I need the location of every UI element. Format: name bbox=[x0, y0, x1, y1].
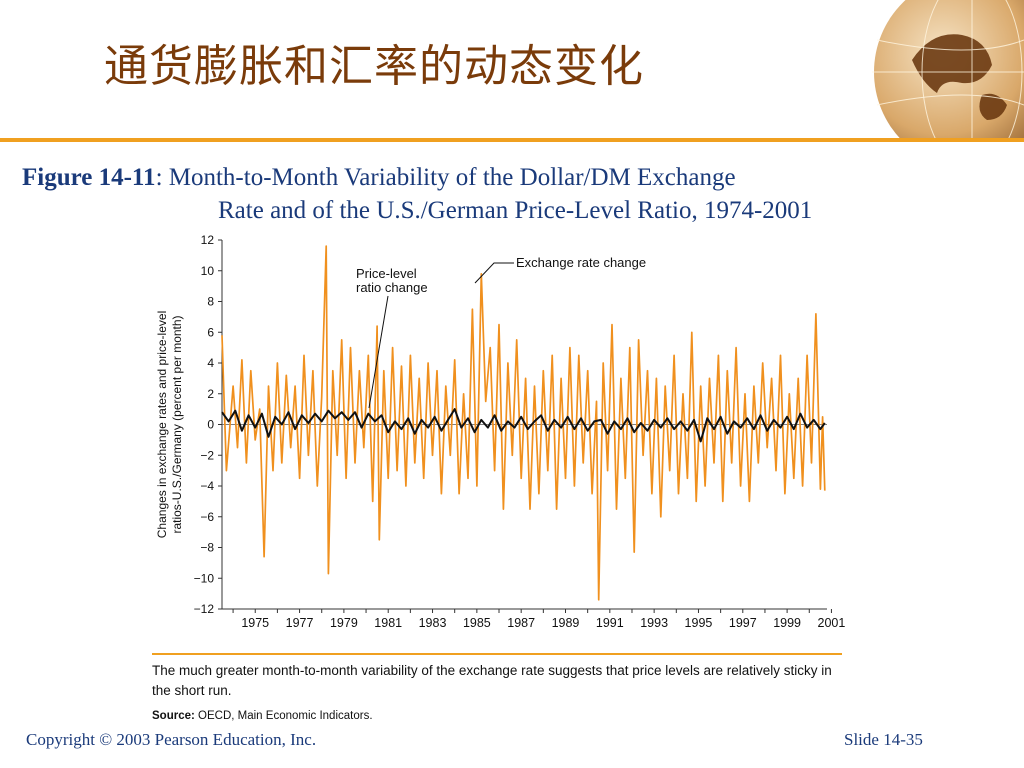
price-level-annotation: Price-level bbox=[356, 266, 417, 281]
y-tick-label: −4 bbox=[200, 479, 214, 493]
y-tick-labels: 12 10 8 6 4 2 0 −2 −4 −6 −8 −10 −12 bbox=[194, 233, 222, 616]
x-tick-labels: 1975 1977 1979 1981 1983 1985 1987 1989 1991 1993… bbox=[232, 609, 846, 630]
y-tick-label: 12 bbox=[201, 233, 215, 247]
source-label: Source: bbox=[152, 710, 195, 722]
caption-line-2: Rate and of the U.S./German Price-Level … bbox=[218, 197, 813, 224]
figure-note: The much greater month-to-month variabil… bbox=[152, 653, 842, 701]
x-tick-label: 1989 bbox=[552, 616, 580, 630]
y-axis-title-line: ratios-U.S./Germany (percent per month) bbox=[170, 315, 184, 533]
slide-title: 通货膨胀和汇率的动态变化 bbox=[104, 41, 644, 92]
price-annotation-leader bbox=[368, 295, 389, 409]
price-level-annotation: ratio change bbox=[356, 280, 428, 295]
title-divider bbox=[0, 138, 1024, 142]
series-lines bbox=[221, 245, 826, 601]
x-tick-label: 2001 bbox=[818, 616, 846, 630]
y-tick-label: 6 bbox=[207, 325, 214, 339]
x-tick-label: 1993 bbox=[640, 616, 668, 630]
x-tick-label: 1995 bbox=[685, 616, 713, 630]
x-tick-label: 1999 bbox=[773, 616, 801, 630]
y-tick-label: −8 bbox=[200, 541, 214, 555]
y-tick-label: −10 bbox=[194, 571, 215, 585]
slide-number: Slide 14-35 bbox=[844, 730, 923, 749]
x-tick-label: 1979 bbox=[330, 616, 358, 630]
x-tick-label: 1997 bbox=[729, 616, 757, 630]
x-tick-label: 1985 bbox=[463, 616, 491, 630]
figure-label: Figure 14-11 bbox=[22, 164, 156, 191]
y-tick-label: 0 bbox=[207, 418, 214, 432]
figure-source: Source: OECD, Main Economic Indicators. bbox=[152, 710, 373, 722]
y-tick-label: −12 bbox=[194, 602, 215, 616]
x-tick-label: 1981 bbox=[374, 616, 402, 630]
price-series-line bbox=[221, 408, 826, 443]
source-text: OECD, Main Economic Indicators. bbox=[198, 710, 373, 722]
globe-icon bbox=[872, 0, 1024, 140]
y-tick-label: 10 bbox=[201, 264, 215, 278]
y-tick-label: −2 bbox=[200, 448, 214, 462]
y-tick-label: 8 bbox=[207, 295, 214, 309]
figure-caption: Figure 14-11: Month-to-Month Variability… bbox=[22, 161, 812, 227]
x-tick-label: 1983 bbox=[419, 616, 447, 630]
y-axis-title-line: Changes in exchange rates and price-leve… bbox=[155, 311, 169, 538]
y-tick-label: 4 bbox=[207, 356, 214, 370]
caption-line-1: : Month-to-Month Variability of the Doll… bbox=[155, 164, 736, 191]
exchange-annotation: Exchange rate change bbox=[516, 255, 646, 270]
copyright-notice: Copyright © 2003 Pearson Education, Inc. bbox=[26, 730, 317, 749]
y-tick-label: −6 bbox=[200, 510, 214, 524]
x-tick-label: 1977 bbox=[286, 616, 314, 630]
x-tick-label: 1991 bbox=[596, 616, 624, 630]
x-tick-label: 1987 bbox=[507, 616, 535, 630]
y-axis-title: Changes in exchange rates and price-leve… bbox=[155, 311, 184, 538]
exchange-rate-chart: Changes in exchange rates and price-leve… bbox=[155, 233, 846, 630]
exchange-annotation-leader bbox=[474, 262, 514, 284]
y-tick-label: 2 bbox=[207, 387, 214, 401]
exchange-series-line bbox=[221, 245, 826, 601]
x-tick-label: 1975 bbox=[241, 616, 269, 630]
